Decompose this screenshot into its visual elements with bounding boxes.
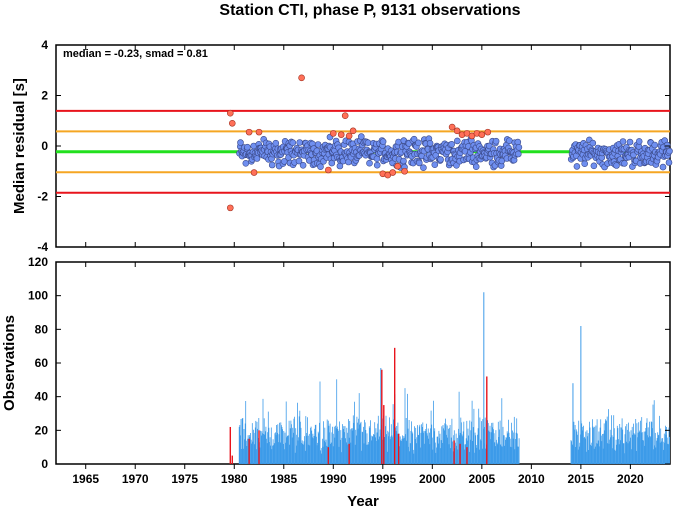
observations-y-tick-label: 60 [35,356,49,370]
residual-panel: -4 -2 0 2 4 median = -0.23, smad = 0.81 Medi… [11,38,673,254]
x-tick-label: 1975 [171,472,198,486]
outlier-point [349,127,357,135]
x-tick-label: 1985 [270,472,297,486]
observations-y-tick-label: 0 [41,457,48,471]
x-tick-label: 2020 [617,472,644,486]
observations-y-label: Observations [1,315,18,411]
outlier-point [329,130,337,137]
outlier-point [478,131,486,138]
residual-point [317,163,324,170]
residual-point [379,138,387,145]
outlier-point [250,169,258,176]
residual-point [663,141,671,149]
residual-point [426,140,434,147]
residual-point [514,150,522,158]
outlier-point [337,131,345,138]
outlier-point [298,74,305,82]
residual-point [621,160,628,167]
residual-point [420,164,427,171]
residual-point [242,160,250,167]
residual-point [659,163,667,171]
residual-y-tick-label: -2 [37,190,48,204]
residual-point [400,157,407,165]
residual-point [626,138,634,146]
residual-point [289,139,297,146]
observations-y-tick-label: 20 [35,423,49,437]
residual-point [635,138,643,145]
stats-annotation: median = -0.23, smad = 0.81 [63,48,208,60]
residual-y-tick-label: 2 [41,89,48,103]
x-tick-label: 1990 [320,472,347,486]
outlier-point [345,132,353,140]
x-tick-label: 2005 [468,472,495,486]
observations-y-tick-label: 40 [35,390,49,404]
x-tick-label: 2010 [518,472,545,486]
x-tick-label: 1995 [369,472,396,486]
residual-point [373,161,381,169]
residual-point [357,133,365,140]
residual-point [581,160,589,167]
outlier-point [401,167,408,175]
x-tick-label: 2000 [419,472,446,486]
x-axis-label: Year [347,493,379,510]
residual-point [573,163,581,170]
residual-point [515,144,523,151]
residual-point [244,143,251,151]
residual-point [448,141,456,148]
residual-point [666,147,673,155]
outlier-point [453,127,461,135]
outlier-point [245,128,253,136]
residual-point [296,139,304,146]
residual-y-tick-label: -4 [37,240,48,254]
observations-y-tick-label: 80 [35,322,49,336]
residual-point [589,139,597,147]
x-tick-label: 1965 [72,472,99,486]
chart-title: Station CTI, phase P, 9131 observations [219,2,520,19]
residual-point [619,138,627,145]
outlier-point [448,123,456,131]
residual-point [299,162,307,169]
observations-y-tick-label: 100 [28,289,48,303]
residual-y-label: Median residual [s] [11,78,28,214]
residual-point [431,161,439,168]
outlier-point [389,169,397,176]
residual-point [472,163,480,170]
x-tick-label: 1980 [221,472,248,486]
residual-point [366,159,373,167]
residual-point [253,155,261,162]
residual-point [237,139,244,146]
residual-y-tick-label: 4 [41,38,48,52]
outlier-point [484,128,492,136]
x-tick-label: 1970 [122,472,149,486]
outlier-point [226,109,234,117]
outlier-point [255,128,263,136]
outlier-point [325,166,332,174]
residual-point [651,141,659,149]
outlier-point [394,162,401,170]
residual-point [613,162,620,169]
residual-point [415,139,422,147]
residual-point [492,137,500,145]
residual-point [437,156,444,163]
outlier-point [226,204,234,212]
residual-point [453,137,461,145]
residual-point [272,139,280,147]
residual-point [590,162,598,170]
residual-point [665,159,673,166]
residual-point [268,161,276,169]
residual-point [415,159,423,167]
residual-y-tick-label: 0 [41,139,48,153]
outlier-point [341,112,349,119]
residual-point [295,157,303,165]
outlier-point [228,119,236,127]
x-tick-label: 2015 [568,472,595,486]
observations-y-tick-label: 120 [28,255,48,269]
